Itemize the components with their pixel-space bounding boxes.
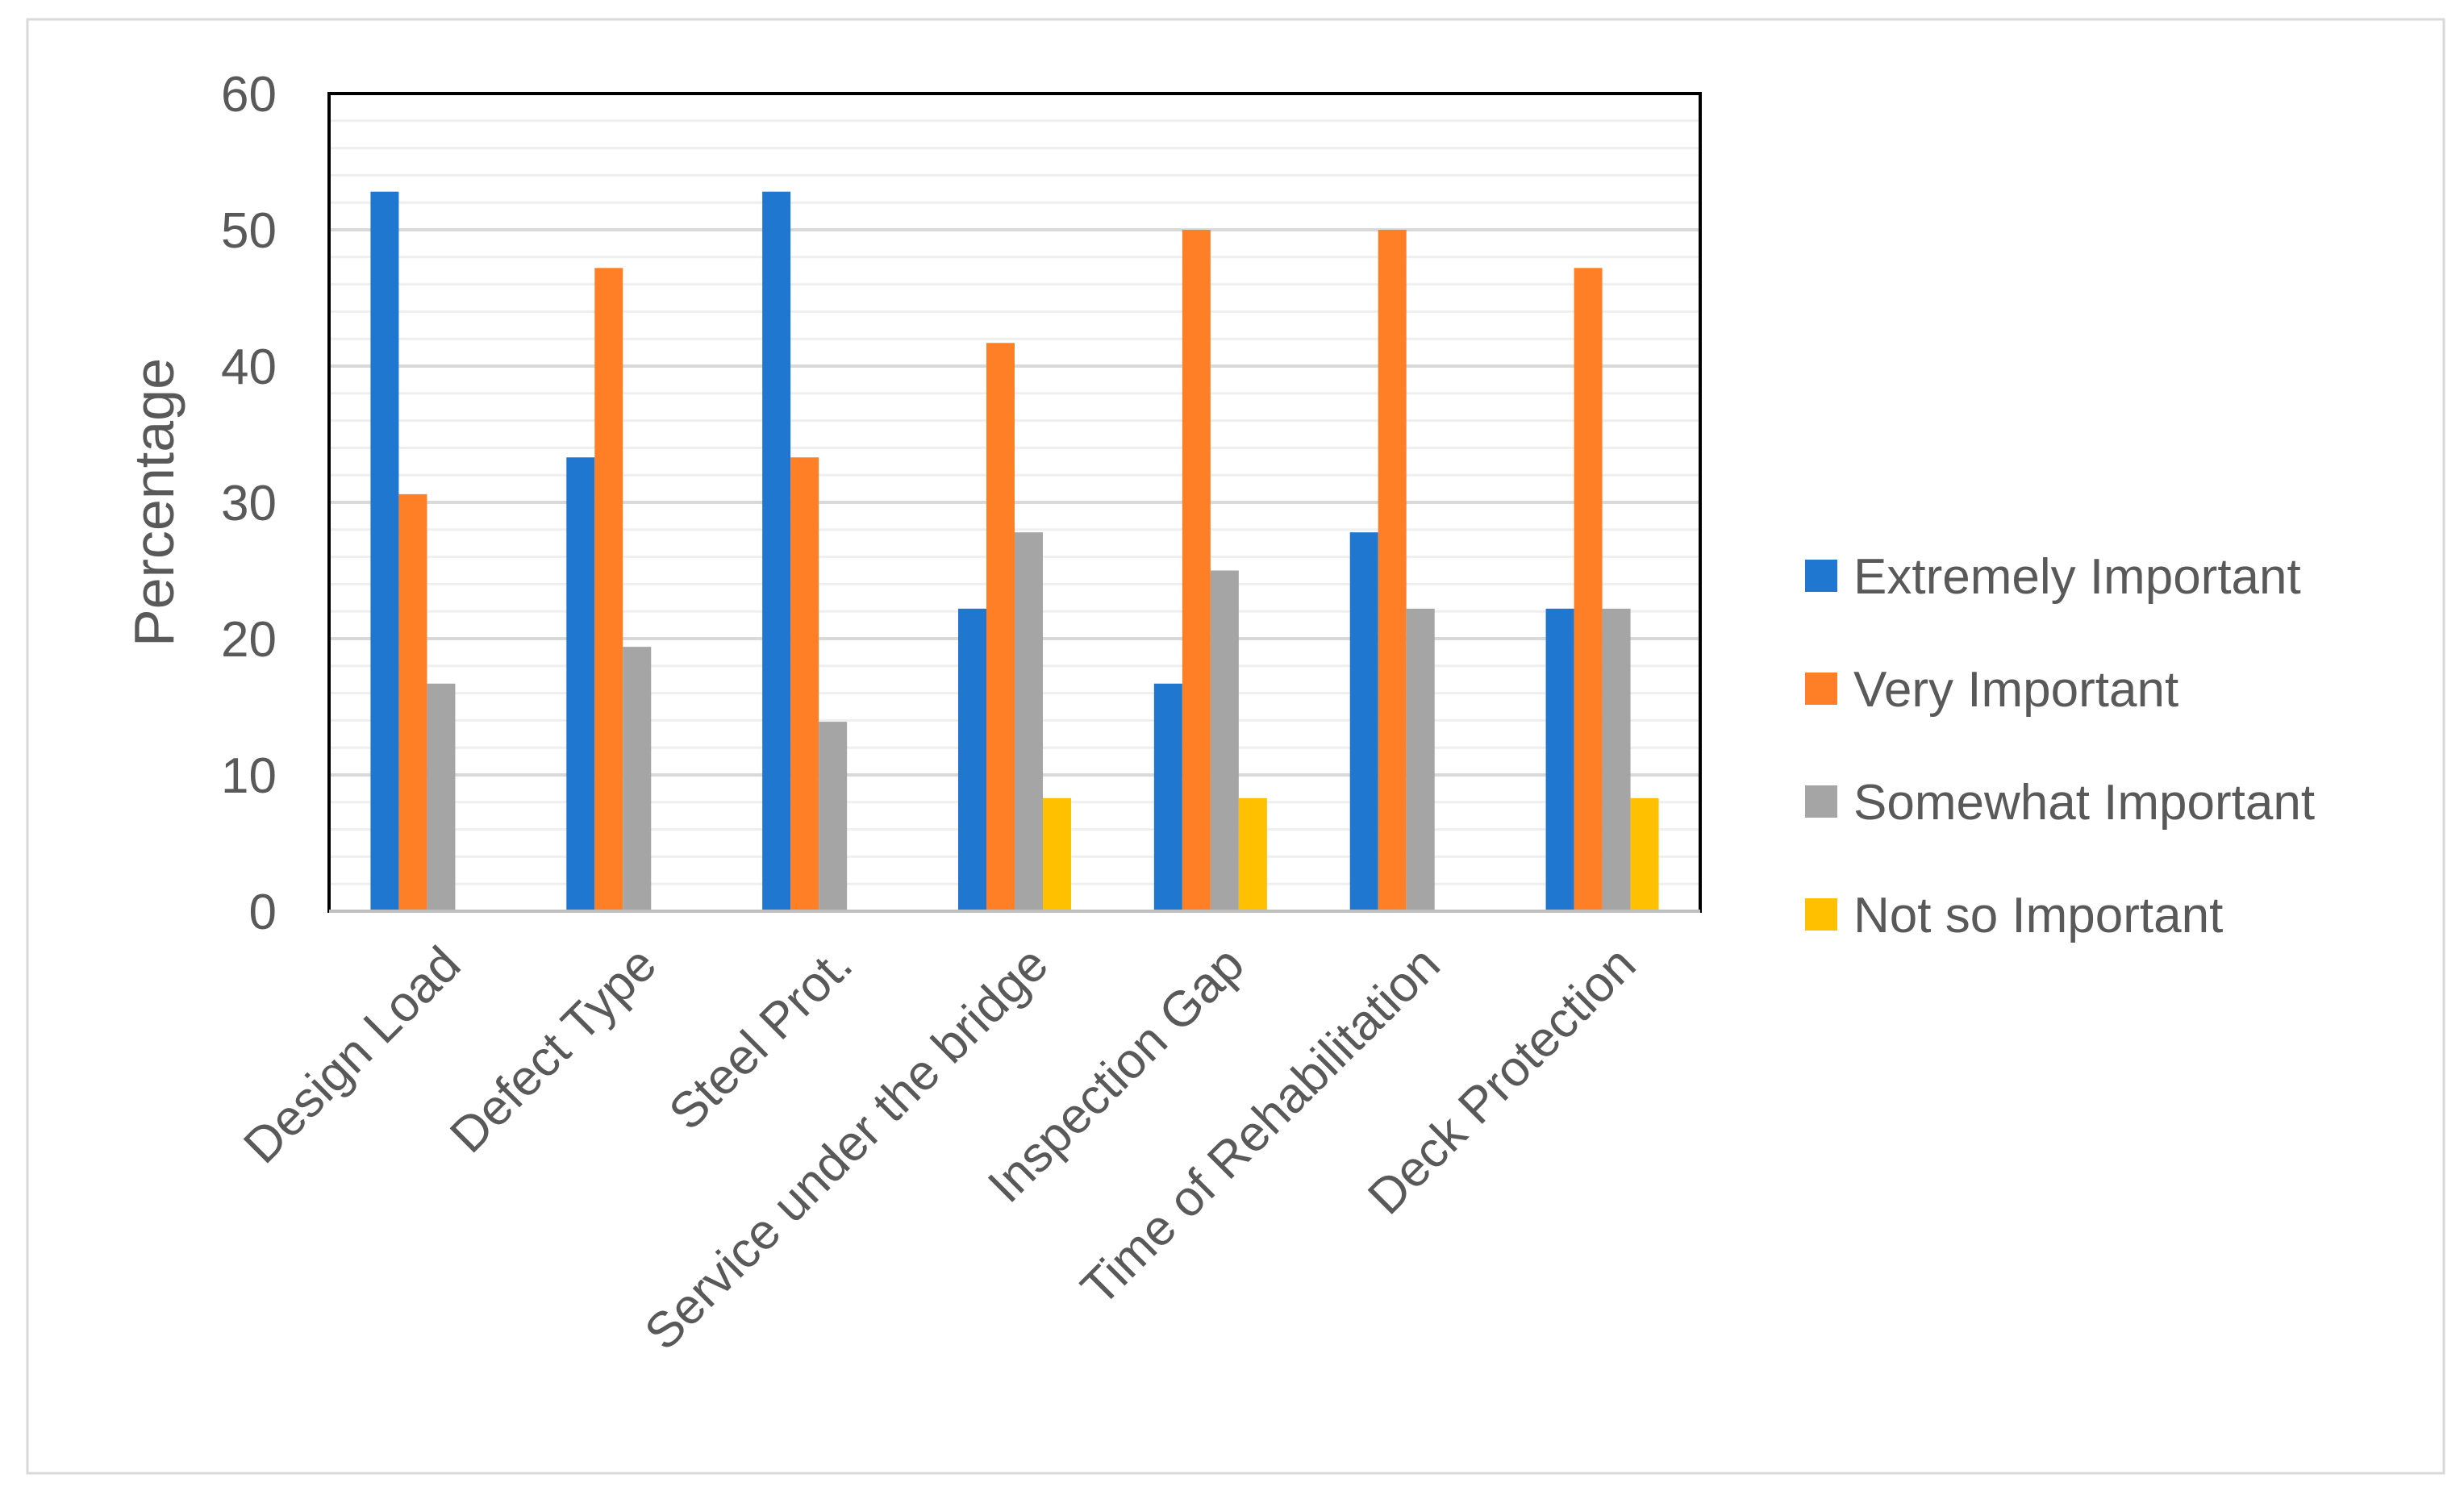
- bar: [1210, 570, 1239, 911]
- bar: [762, 191, 791, 911]
- legend-swatch: [1805, 673, 1837, 705]
- bar: [1238, 797, 1267, 911]
- bar: [1574, 268, 1603, 911]
- y-tick-label: 50: [221, 203, 277, 259]
- bar: [790, 457, 819, 911]
- bar: [1182, 230, 1211, 911]
- bar: [594, 268, 623, 911]
- legend-label: Very Important: [1853, 662, 2178, 718]
- bar: [1378, 230, 1407, 911]
- bar: [566, 457, 595, 911]
- y-tick-label: 60: [221, 67, 277, 123]
- legend-swatch: [1805, 560, 1837, 592]
- bar: [427, 683, 456, 911]
- bar: [370, 191, 399, 911]
- y-tick-label: 40: [221, 339, 277, 395]
- legend: Extremely Important Very Important Somewha…: [1805, 549, 2315, 943]
- bar: [1630, 797, 1659, 911]
- bar: [986, 343, 1015, 911]
- legend-label: Extremely Important: [1853, 549, 2301, 605]
- bar: [623, 647, 652, 911]
- bar: [819, 722, 848, 911]
- y-axis-label: Percentage: [123, 358, 186, 647]
- bar: [1043, 797, 1071, 911]
- y-tick-label: 0: [249, 885, 277, 940]
- bar: [1349, 532, 1378, 911]
- bar: [1545, 608, 1574, 911]
- y-tick-label: 30: [221, 476, 277, 531]
- bars: [370, 191, 1659, 911]
- y-tick-label: 10: [221, 748, 277, 804]
- legend-swatch: [1805, 898, 1837, 931]
- legend-label: Not so Important: [1853, 888, 2223, 943]
- legend-label: Somewhat Important: [1853, 775, 2315, 831]
- y-tick-label: 20: [221, 612, 277, 668]
- bar: [398, 493, 427, 911]
- legend-swatch: [1805, 785, 1837, 818]
- bar: [1153, 683, 1182, 911]
- bar: [1015, 532, 1043, 911]
- bar: [958, 608, 986, 911]
- bar: [1406, 608, 1435, 911]
- bar: [1602, 608, 1631, 911]
- y-tick-labels: 0 10 20 30 40 50 60: [221, 67, 277, 940]
